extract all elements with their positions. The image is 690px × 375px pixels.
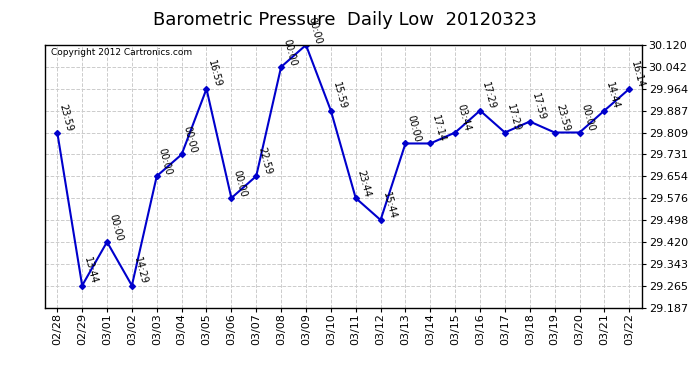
Text: 00:00: 00:00 [580,103,596,132]
Text: 00:00: 00:00 [306,16,323,45]
Text: 15:59: 15:59 [331,81,348,111]
Text: 23:59: 23:59 [555,103,571,132]
Text: 00:00: 00:00 [157,147,174,176]
Text: 14:44: 14:44 [604,81,621,111]
Text: Barometric Pressure  Daily Low  20120323: Barometric Pressure Daily Low 20120323 [153,11,537,29]
Text: 13:44: 13:44 [82,256,99,285]
Text: 17:29: 17:29 [505,103,522,132]
Text: 00:00: 00:00 [281,38,298,67]
Text: 23:59: 23:59 [57,103,75,132]
Text: 00:00: 00:00 [107,213,124,242]
Text: 14:29: 14:29 [132,256,149,285]
Text: 17:59: 17:59 [530,92,546,122]
Text: 16:59: 16:59 [206,59,224,89]
Text: 00:00: 00:00 [181,125,199,154]
Text: 17:29: 17:29 [480,81,497,111]
Text: 03:44: 03:44 [455,103,472,132]
Text: 17:14: 17:14 [431,114,447,144]
Text: 16:14: 16:14 [629,60,646,89]
Text: Copyright 2012 Cartronics.com: Copyright 2012 Cartronics.com [51,48,192,57]
Text: 23:44: 23:44 [356,168,373,198]
Text: 00:00: 00:00 [406,114,422,144]
Text: 15:44: 15:44 [381,190,397,220]
Text: 22:59: 22:59 [256,146,273,176]
Text: 00:00: 00:00 [231,169,248,198]
